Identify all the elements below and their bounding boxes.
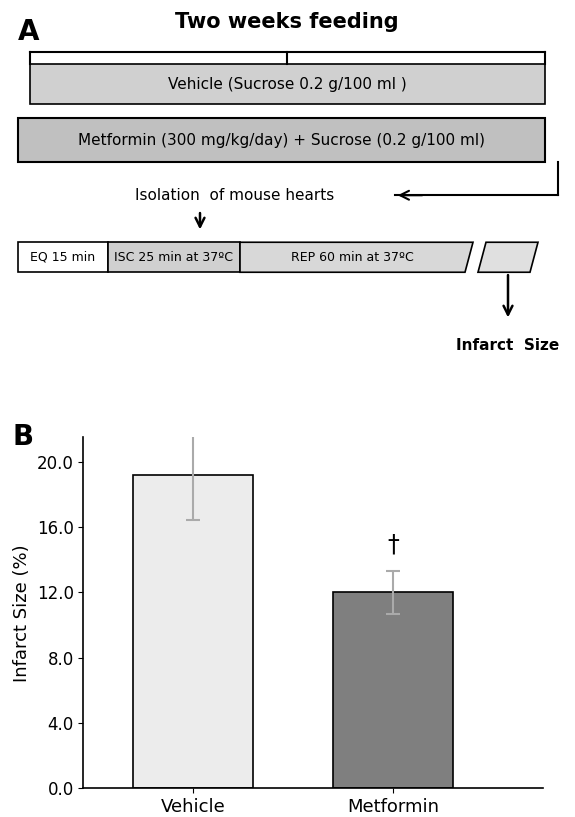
Text: REP 60 min at 37ºC: REP 60 min at 37ºC — [291, 251, 414, 264]
Text: Vehicle (Sucrose 0.2 g/100 ml ): Vehicle (Sucrose 0.2 g/100 ml ) — [168, 77, 407, 92]
Text: ISC 25 min at 37ºC: ISC 25 min at 37ºC — [114, 251, 233, 264]
Bar — [108, 243, 240, 272]
Bar — [30, 65, 545, 105]
Text: †: † — [388, 533, 399, 556]
Y-axis label: Infarct Size (%): Infarct Size (%) — [13, 544, 31, 681]
Text: B: B — [12, 423, 33, 451]
Text: Two weeks feeding: Two weeks feeding — [175, 12, 399, 32]
Bar — [18, 243, 108, 272]
Polygon shape — [478, 243, 538, 272]
Text: Isolation  of mouse hearts: Isolation of mouse hearts — [135, 188, 335, 203]
Bar — [18, 118, 545, 163]
Text: Metformin (300 mg/kg/day) + Sucrose (0.2 g/100 ml): Metformin (300 mg/kg/day) + Sucrose (0.2… — [78, 132, 485, 148]
Text: Infarct  Size: Infarct Size — [457, 338, 559, 353]
Bar — [133, 475, 254, 788]
Text: EQ 15 min: EQ 15 min — [30, 251, 95, 264]
Polygon shape — [240, 243, 473, 272]
Bar — [334, 592, 453, 788]
Text: A: A — [18, 18, 40, 47]
